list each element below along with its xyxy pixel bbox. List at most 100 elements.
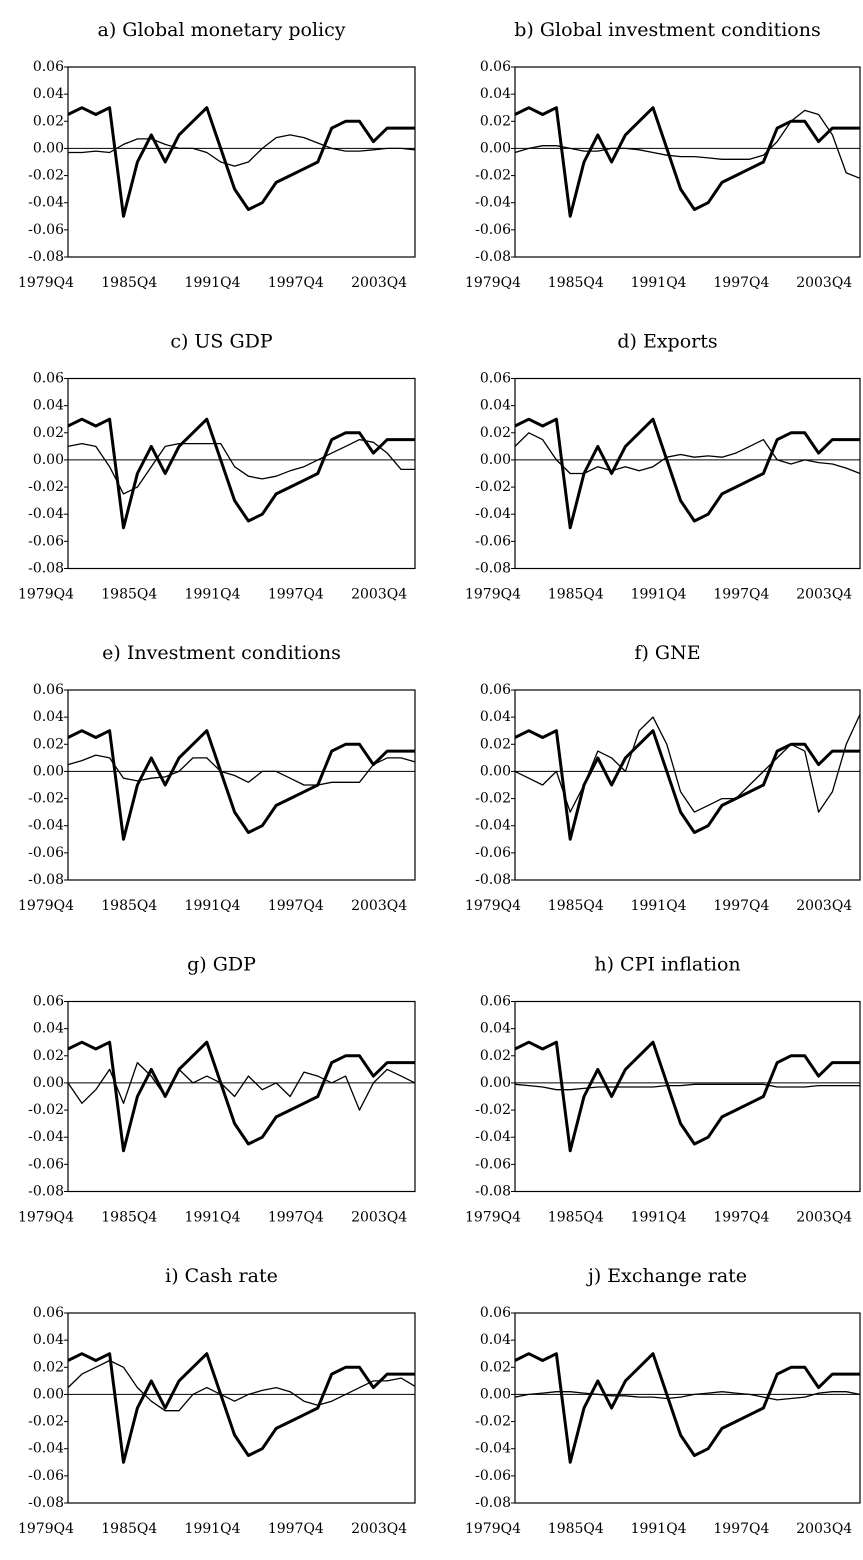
plot-frame [67,1312,416,1504]
x-tick-label: 1985Q4 [101,898,157,914]
y-tick-label: -0.06 [475,1156,511,1172]
chart-title: f) GNE [634,642,700,664]
series-line [67,1359,416,1412]
x-tick-label: 1997Q4 [713,275,769,291]
x-tick-label: 1985Q4 [101,587,157,603]
chart-title: i) Cash rate [165,1265,278,1287]
y-tick-label: -0.02 [28,168,64,184]
y-tick-label: -0.04 [475,818,511,834]
x-tick-label: 1997Q4 [268,898,324,914]
series-line [67,417,415,530]
y-tick-label: -0.06 [475,1468,511,1484]
y-tick-label: 0.02 [33,425,64,441]
y-tick-label: 0.00 [33,1386,64,1402]
y-tick-label: 0.04 [33,86,64,102]
x-tick-label: 1991Q4 [185,1210,241,1226]
y-tick-label: -0.06 [28,1468,64,1484]
series-line [68,134,416,167]
x-tick-label: 1979Q4 [465,898,521,914]
y-tick-label: -0.08 [28,1184,64,1200]
y-tick-label: 0.06 [33,371,64,387]
y-tick-label: -0.02 [28,479,64,495]
x-tick-label: 1985Q4 [548,1521,604,1537]
x-tick-label: 2003Q4 [796,1210,852,1226]
y-tick-label: 0.06 [480,59,511,75]
series-line [514,109,861,179]
y-tick-label: -0.02 [28,1102,64,1118]
plot-frame [514,1312,861,1504]
chart-title: e) Investment conditions [102,642,341,664]
x-tick-label: 1997Q4 [713,587,769,603]
y-tick-label: -0.08 [475,1495,511,1511]
y-tick-label: -0.02 [475,1102,511,1118]
y-tick-label: 0.02 [480,113,511,129]
x-tick-label: 2003Q4 [351,275,407,291]
x-tick-label: 2003Q4 [796,898,852,914]
y-tick-label: 0.04 [33,398,64,414]
x-tick-label: 1985Q4 [548,587,604,603]
series-line [67,1352,415,1464]
y-tick-label: 0.06 [480,682,511,698]
y-tick-label: -0.02 [28,791,64,807]
y-tick-label: 0.00 [33,763,64,779]
y-tick-label: -0.04 [28,195,64,211]
x-tick-label: 1997Q4 [268,587,324,603]
y-tick-label: -0.02 [475,479,511,495]
y-tick-label: -0.06 [28,533,64,549]
x-tick-label: 2003Q4 [796,587,852,603]
y-tick-label: 0.02 [33,1359,64,1375]
y-tick-label: -0.04 [28,1129,64,1145]
x-tick-label: 1991Q4 [631,898,687,914]
y-tick-label: 0.06 [33,682,64,698]
series-line [514,417,860,530]
y-tick-label: -0.08 [475,872,511,888]
series-line [67,1040,415,1153]
chart-title: c) US GDP [170,331,273,353]
x-tick-label: 1979Q4 [18,275,74,291]
x-tick-label: 2003Q4 [796,275,852,291]
y-tick-label: 0.02 [480,1359,511,1375]
series-line [514,714,861,813]
y-tick-label: 0.04 [33,1332,64,1348]
x-tick-label: 1979Q4 [465,587,521,603]
y-tick-label: 0.06 [480,371,511,387]
x-tick-label: 1979Q4 [465,1210,521,1226]
chart-title: b) Global investment conditions [514,19,820,41]
y-tick-label: 0.06 [480,994,511,1010]
y-tick-label: 0.04 [33,1021,64,1037]
y-tick-label: 0.04 [480,709,511,725]
x-tick-label: 1979Q4 [18,898,74,914]
series-line [514,1083,860,1091]
series-line [514,432,861,475]
plot-frame [514,1000,861,1193]
x-tick-label: 2003Q4 [351,898,407,914]
x-tick-label: 1991Q4 [631,1521,687,1537]
x-tick-label: 2003Q4 [351,1210,407,1226]
y-tick-label: -0.08 [28,872,64,888]
x-tick-label: 1991Q4 [631,1210,687,1226]
y-tick-label: -0.02 [28,1414,64,1430]
y-tick-label: 0.02 [480,425,511,441]
y-tick-label: 0.00 [33,140,64,156]
series-line [514,1391,861,1401]
y-tick-label: -0.04 [28,506,64,522]
y-tick-label: -0.06 [475,533,511,549]
series-line [67,1061,416,1111]
chart-title: d) Exports [617,331,717,353]
y-tick-label: 0.04 [480,86,511,102]
plot-frame [67,1000,416,1193]
x-tick-label: 2003Q4 [796,1521,852,1537]
chart-title: h) CPI inflation [594,954,740,976]
y-tick-label: 0.00 [33,1075,64,1091]
series-line [514,729,860,841]
x-tick-label: 1979Q4 [465,275,521,291]
y-tick-label: -0.08 [28,561,64,577]
y-tick-label: 0.04 [480,1332,511,1348]
y-tick-label: 0.06 [33,994,64,1010]
y-tick-label: -0.02 [475,168,511,184]
x-tick-label: 1997Q4 [713,1210,769,1226]
y-tick-label: -0.06 [28,222,64,238]
x-tick-label: 1991Q4 [185,898,241,914]
x-tick-label: 1991Q4 [185,1521,241,1537]
